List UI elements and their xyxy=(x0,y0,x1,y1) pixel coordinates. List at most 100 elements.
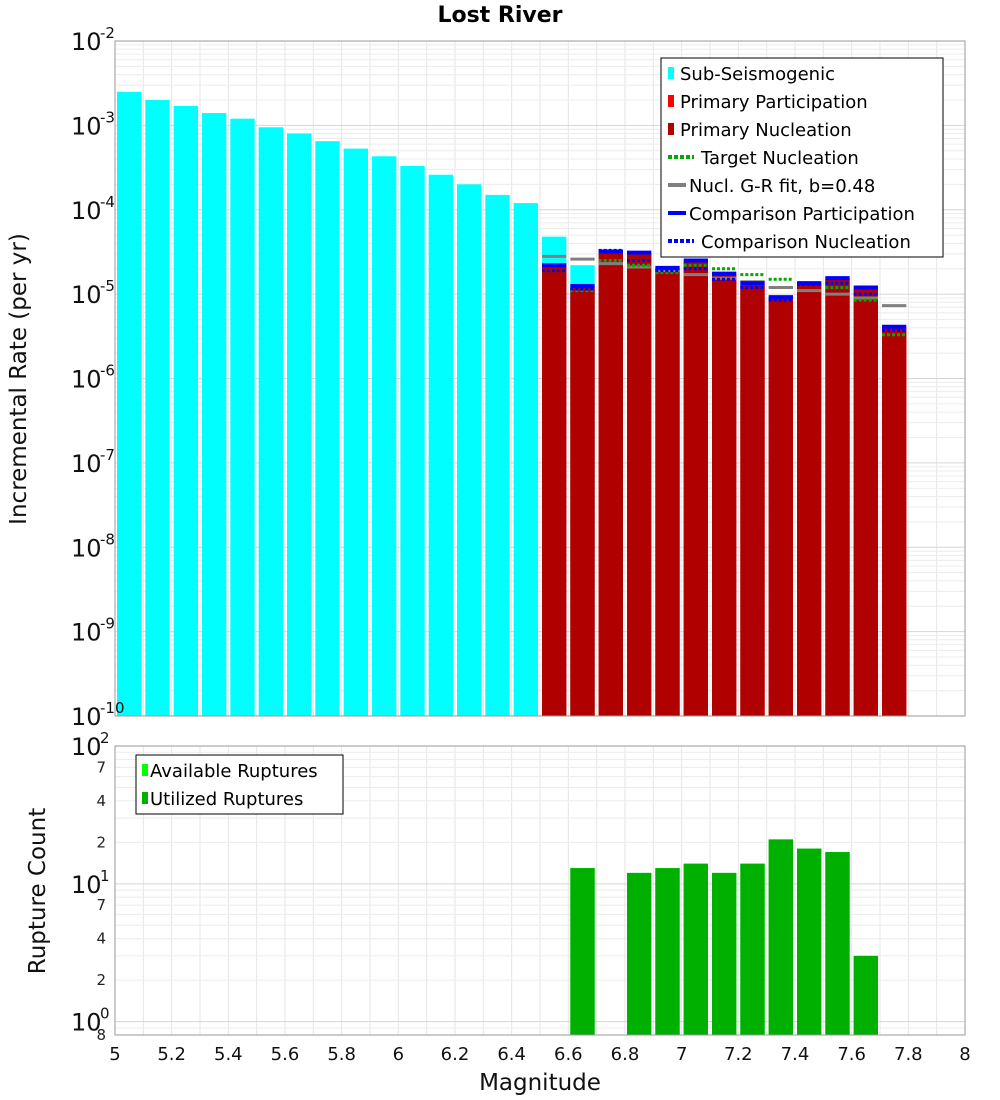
x-tick-label: 7 xyxy=(676,1044,687,1065)
bar-sub-seismogenic xyxy=(258,127,283,716)
bar-primary-nucleation xyxy=(853,289,878,716)
bottom-y-minor-tick-label: 2 xyxy=(96,971,106,989)
legend-label-primary-participation: Primary Participation xyxy=(680,92,868,113)
top-y-axis-label: Incremental Rate (per yr) xyxy=(6,233,32,525)
bar-primary-nucleation xyxy=(825,279,850,716)
x-tick-label: 5 xyxy=(109,1044,120,1065)
x-ticks: 5 5.2 5.4 5.6 5.8 6 6.2 6.4 6.6 6.8 7 7.2 7.4 7.6 7.8 8 xyxy=(109,1044,970,1065)
bar-primary-nucleation xyxy=(712,274,737,716)
legend-label-primary-nucleation: Primary Nucleation xyxy=(680,120,852,141)
bar-utilized-ruptures xyxy=(853,955,878,1035)
bottom-y-tick-label: 10 xyxy=(71,1009,102,1037)
legend-swatch-utilized-ruptures xyxy=(142,792,148,804)
bottom-y-minor-tick-label: 7 xyxy=(96,758,106,776)
top-y-tick-exponent: -4 xyxy=(100,193,115,211)
bottom-y-minor-tick-label: 4 xyxy=(96,930,106,948)
bar-sub-seismogenic xyxy=(287,133,312,717)
top-plot-border xyxy=(114,40,966,717)
legend-label-comparison-participation: Comparison Participation xyxy=(689,204,915,225)
x-tick-label: 5.6 xyxy=(271,1044,300,1065)
top-y-tick-label: 10 xyxy=(71,619,102,647)
top-bars xyxy=(117,91,907,717)
bottom-y-minor-tick-label: 4 xyxy=(96,792,106,810)
bar-utilized-ruptures xyxy=(712,872,737,1035)
bar-utilized-ruptures xyxy=(768,839,793,1035)
chart-title: Lost River xyxy=(438,3,563,28)
top-y-tick-exponent: -10 xyxy=(100,699,125,717)
bottom-bars xyxy=(570,839,878,1035)
x-axis-label: Magnitude xyxy=(479,1070,601,1096)
bottom-y-tick-label: 10 xyxy=(71,733,102,761)
top-legend-box xyxy=(660,57,944,258)
bar-primary-nucleation xyxy=(740,284,765,716)
bar-sub-seismogenic xyxy=(343,148,368,716)
x-tick-label: 7.2 xyxy=(724,1044,753,1065)
bottom-y-tick-exponent: 2 xyxy=(100,729,110,747)
bottom-y-minor-tick-label: 7 xyxy=(96,896,106,914)
top-y-tick-label: 10 xyxy=(71,366,102,394)
x-tick-label: 5.4 xyxy=(214,1044,243,1065)
bar-primary-nucleation xyxy=(768,297,793,716)
legend-swatch-sub-seismogenic xyxy=(668,67,674,79)
top-y-tick-label: 10 xyxy=(71,28,102,56)
top-panel: 10-210-310-410-510-610-710-810-910-10 In… xyxy=(6,24,966,731)
bar-utilized-ruptures xyxy=(683,863,708,1035)
top-y-tick-label: 10 xyxy=(71,534,102,562)
x-tick-label: 5.8 xyxy=(327,1044,356,1065)
legend-label-gr-fit: Nucl. G-R fit, b=0.48 xyxy=(689,176,875,197)
bottom-legend: Available Ruptures Utilized Ruptures xyxy=(135,754,344,815)
bar-utilized-ruptures xyxy=(655,868,680,1035)
legend-label-comparison-nucleation: Comparison Nucleation xyxy=(701,232,911,253)
x-tick-label: 8 xyxy=(959,1044,970,1065)
top-y-tick-exponent: -9 xyxy=(100,615,115,633)
bar-utilized-ruptures xyxy=(570,868,595,1035)
top-y-tick-label: 10 xyxy=(71,197,102,225)
top-grid xyxy=(114,41,966,717)
top-legend: Sub-Seismogenic Primary Participation Pr… xyxy=(660,57,944,258)
top-y-tick-exponent: -7 xyxy=(100,446,115,464)
x-tick-label: 6.2 xyxy=(441,1044,470,1065)
bottom-legend-box xyxy=(135,754,344,815)
top-y-tick-label: 10 xyxy=(71,281,102,309)
bar-utilized-ruptures xyxy=(740,863,765,1035)
top-y-tick-exponent: -3 xyxy=(100,108,115,126)
bar-primary-nucleation xyxy=(683,262,708,716)
bar-sub-seismogenic xyxy=(230,118,255,716)
x-tick-label: 6.8 xyxy=(611,1044,640,1065)
bar-primary-nucleation xyxy=(655,268,680,716)
top-y-tick-exponent: -8 xyxy=(100,530,115,548)
legend-swatch-primary-nucleation xyxy=(668,123,674,135)
bar-primary-nucleation xyxy=(627,253,652,716)
bar-primary-nucleation xyxy=(542,266,567,716)
legend-label-utilized-ruptures: Utilized Ruptures xyxy=(150,789,303,810)
bar-sub-seismogenic xyxy=(117,91,142,716)
bar-sub-seismogenic xyxy=(485,194,510,716)
x-tick-label: 6 xyxy=(393,1044,404,1065)
bar-sub-seismogenic xyxy=(372,156,397,717)
legend-label-target-nucleation: Target Nucleation xyxy=(700,148,859,169)
bar-sub-seismogenic xyxy=(173,105,198,717)
legend-label-available-ruptures: Available Ruptures xyxy=(150,761,318,782)
bar-sub-seismogenic xyxy=(315,141,340,717)
top-y-ticks: 10-210-310-410-510-610-710-810-910-10 xyxy=(71,24,125,731)
bar-sub-seismogenic xyxy=(513,203,538,716)
bottom-y-minor-tick-label: 8 xyxy=(96,1026,106,1044)
top-y-tick-exponent: -6 xyxy=(100,362,115,380)
legend-label-sub-seismogenic: Sub-Seismogenic xyxy=(680,64,835,85)
bottom-y-axis-label: Rupture Count xyxy=(25,808,51,974)
x-tick-label: 7.8 xyxy=(894,1044,923,1065)
top-lines xyxy=(542,248,907,337)
bar-utilized-ruptures xyxy=(797,848,822,1035)
bar-sub-seismogenic xyxy=(457,184,482,717)
bottom-y-tick-exponent: 1 xyxy=(100,867,110,885)
x-tick-label: 6.6 xyxy=(554,1044,583,1065)
bar-primary-nucleation xyxy=(882,327,907,716)
bar-primary-nucleation xyxy=(570,287,595,716)
bar-primary-nucleation xyxy=(797,284,822,716)
legend-swatch-primary-participation xyxy=(668,95,674,107)
bar-utilized-ruptures xyxy=(627,872,652,1035)
x-tick-label: 5.2 xyxy=(157,1044,186,1065)
